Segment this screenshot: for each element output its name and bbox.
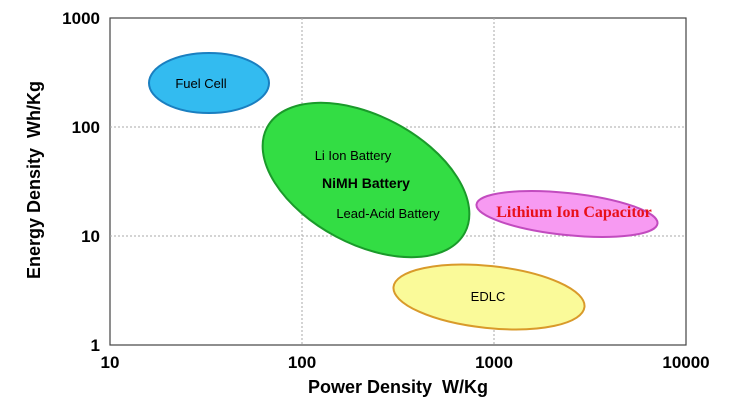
y-tick-1: 1 [91, 336, 100, 355]
label-li-ion-battery: Li Ion Battery [315, 148, 392, 163]
x-tick-100: 100 [288, 353, 316, 372]
label-lithium-ion-capacitor: Lithium Ion Capacitor [496, 204, 652, 221]
y-tick-10: 10 [81, 227, 100, 246]
label-edlc: EDLC [471, 289, 506, 304]
y-axis-title: Energy Density Wh/Kg [24, 81, 44, 279]
region-battery [261, 101, 471, 259]
region-fuel-cell [148, 52, 270, 114]
label-nimh-battery: NiMH Battery [322, 175, 410, 191]
label-fuel-cell: Fuel Cell [175, 76, 226, 91]
x-axis-title: Power Density W/Kg [308, 377, 488, 397]
label-lead-acid-battery: Lead-Acid Battery [336, 206, 440, 221]
region-lithium-ion-capacitor [475, 190, 659, 238]
region-edlc [392, 263, 586, 331]
y-tick-1000: 1000 [62, 9, 100, 28]
x-tick-1000: 1000 [475, 353, 513, 372]
y-tick-100: 100 [72, 118, 100, 137]
x-tick-10: 10 [101, 353, 120, 372]
x-tick-10000: 10000 [662, 353, 709, 372]
